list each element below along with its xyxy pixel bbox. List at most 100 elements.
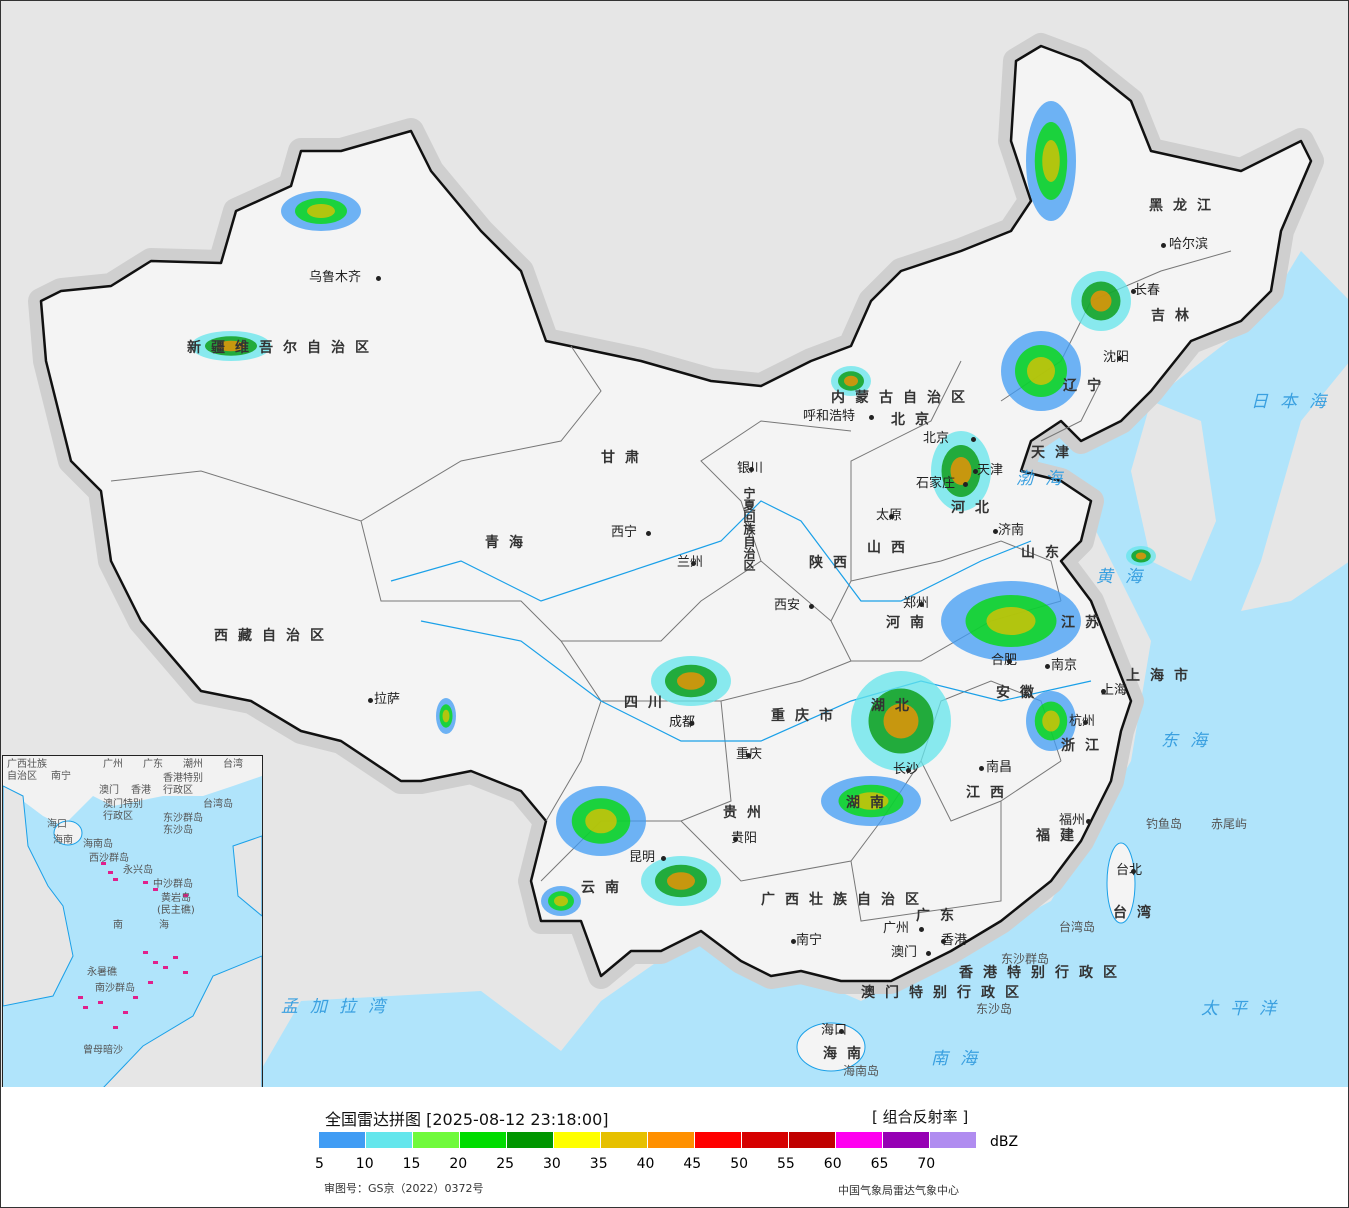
city-marker (691, 561, 696, 566)
island-label: 钓鱼岛 (1146, 817, 1183, 831)
province-label: 上海市 (1126, 668, 1198, 684)
inset-labels: 广西壮族 自治区 南宁 广州 广东 澳门 香港 香港特别 行政区 澳门特别 行政区 潮州 台湾 台湾岛 东沙… (3, 756, 262, 1087)
hainan-land (796, 1022, 866, 1072)
city-marker (869, 415, 874, 420)
province-label: 河北 (951, 500, 999, 516)
province-label: 黑龙江 (1149, 198, 1221, 214)
color-scale-swatch (507, 1132, 553, 1148)
province-label: 香港特别行政区 (959, 965, 1127, 981)
islet (133, 996, 138, 999)
inset-label: 西沙群岛 (89, 853, 129, 864)
inset-label: 海南 (53, 835, 73, 846)
islet (113, 878, 118, 881)
ocean-label: 南海 (931, 1049, 989, 1069)
islet (123, 1011, 128, 1014)
province-label: 湖北 (871, 698, 919, 714)
province-label: 浙江 (1061, 738, 1109, 754)
province-label: 广东 (916, 908, 964, 924)
color-scale-bar (319, 1132, 977, 1148)
color-scale-tick: 35 (589, 1156, 608, 1172)
city-marker (646, 531, 651, 536)
inset-label: 台湾岛 (203, 799, 233, 810)
city-marker (368, 698, 373, 703)
color-scale-swatch (648, 1132, 694, 1148)
color-scale-tick: 40 (636, 1156, 655, 1172)
inset-label: 自治区 (7, 771, 37, 782)
city-marker (1161, 243, 1166, 248)
city-marker (963, 482, 968, 487)
radar-echo (667, 872, 695, 890)
province-label: 辽宁 (1063, 378, 1111, 394)
color-scale-tick: 55 (777, 1156, 795, 1172)
province-label: 北京 (891, 412, 939, 428)
city-label: 哈尔滨 (1169, 237, 1209, 252)
radar-echo (844, 375, 858, 387)
city-marker (906, 768, 911, 773)
province-label: 河南 (886, 615, 934, 631)
radar-echo (677, 672, 705, 690)
inset-land-north (3, 756, 262, 826)
city-label: 香港 (941, 933, 968, 948)
city-marker (839, 1029, 844, 1034)
city-marker (1045, 664, 1050, 669)
islet (98, 1001, 103, 1004)
province-label: 陕西 (809, 555, 857, 571)
inset-philippines (232, 835, 262, 917)
ocean-label: 黄海 (1096, 567, 1154, 587)
island-label: 东沙岛 (976, 1002, 1013, 1016)
city-label: 西宁 (611, 525, 638, 540)
inset-label: 永暑礁 (87, 967, 117, 978)
color-scale-tick: 60 (823, 1156, 842, 1172)
city-marker (809, 604, 814, 609)
islet (78, 996, 83, 999)
color-scale-swatch (883, 1132, 929, 1148)
province-label: 福建 (1036, 828, 1084, 844)
product-name: [ 组合反射率 ] (872, 1108, 969, 1126)
color-scale-tick: 5 (315, 1156, 324, 1172)
city-label: 西安 (774, 598, 801, 613)
ocean-label: 太平洋 (1201, 999, 1288, 1019)
city-label: 南昌 (986, 760, 1013, 775)
city-label: 广州 (883, 921, 910, 936)
inset-label: 行政区 (103, 811, 133, 822)
inset-islets (78, 862, 188, 1029)
taiwan-land (1106, 842, 1136, 924)
province-label: 江苏 (1061, 615, 1109, 631)
province-label: 宁夏回族自治区 (742, 487, 756, 571)
city-label: 天津 (977, 463, 1004, 478)
color-scale-tick: 70 (917, 1156, 936, 1172)
color-scale-swatch (554, 1132, 600, 1148)
ocean-label: 东海 (1161, 731, 1219, 751)
city-marker (1007, 659, 1012, 664)
city-label: 成都 (669, 715, 696, 730)
province-label: 青海 (485, 535, 533, 551)
city-marker (919, 927, 924, 932)
province-label: 台湾 (1113, 905, 1161, 921)
island-label: 海南岛 (843, 1064, 880, 1078)
ocean-label: 日本海 (1251, 392, 1338, 412)
city-marker (993, 529, 998, 534)
city-label: 呼和浩特 (803, 409, 856, 424)
inset-label: 永兴岛 (123, 865, 153, 876)
inset-label: (民主礁) (157, 905, 195, 916)
city-label: 澳门 (891, 945, 918, 960)
radar-echoes (191, 101, 1156, 916)
city-marker (689, 721, 694, 726)
city-marker (1101, 689, 1106, 694)
color-scale-tick: 25 (496, 1156, 515, 1172)
province-label: 西藏自治区 (214, 628, 334, 644)
city-label: 南京 (1051, 658, 1078, 673)
inset-borneo (103, 955, 262, 1087)
islet (143, 881, 148, 884)
inset-label: 广州 (103, 759, 123, 770)
inset-label: 南 (113, 920, 123, 931)
city-marker (376, 276, 381, 281)
islet (183, 971, 188, 974)
color-scale-tick: 65 (870, 1156, 889, 1172)
inset-label: 香港特别 (163, 773, 203, 784)
province-label: 广西壮族自治区 (761, 892, 929, 908)
inset-label: 东沙群岛 (163, 813, 203, 824)
color-scale-swatch (413, 1132, 459, 1148)
radar-echo (1090, 290, 1112, 312)
ocean-label: 孟加拉湾 (281, 997, 397, 1017)
